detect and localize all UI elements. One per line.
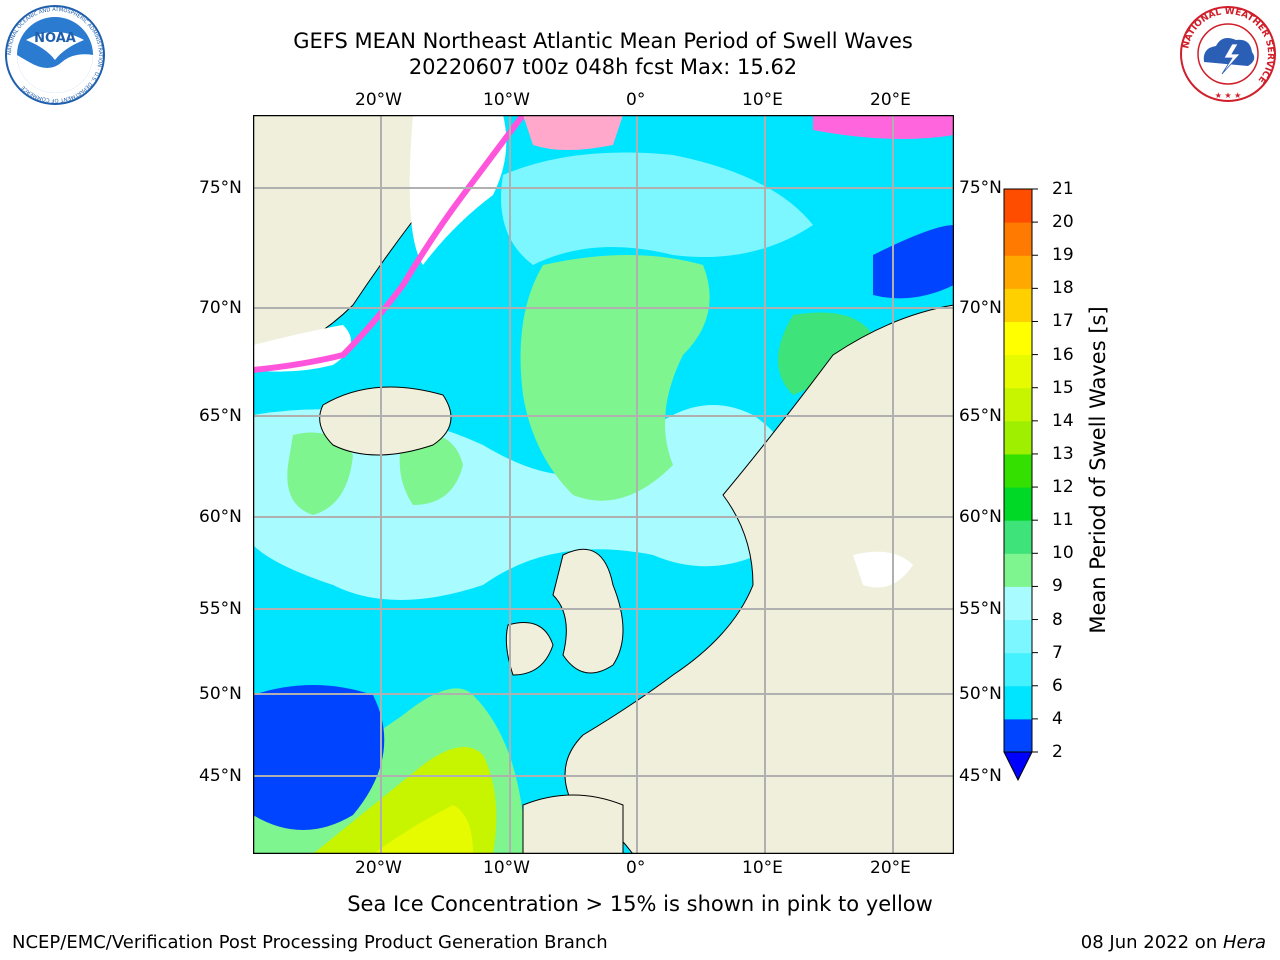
colorbar-swatch: [1004, 189, 1032, 223]
colorbar-swatch: [1004, 652, 1032, 687]
footer-host: Hera: [1222, 932, 1266, 953]
colorbar-swatch: [1004, 520, 1032, 554]
swell-7-8-north-region: [501, 152, 813, 265]
colorbar-tick-label: 13: [1052, 443, 1074, 464]
lat-label-left: 45°N: [199, 766, 242, 786]
colorbar-label: Mean Period of Swell Waves [s]: [1086, 306, 1110, 634]
lat-label-left: 65°N: [199, 406, 242, 426]
map-subtitle: 20220607 t00z 048h fcst Max: 15.62: [408, 55, 798, 79]
colorbar-ticks: [1032, 188, 1038, 753]
lat-label-right: 65°N: [959, 406, 1002, 426]
map-frame: [253, 115, 954, 854]
lat-label-right: 55°N: [959, 599, 1002, 619]
lon-label-bottom: 0°: [626, 858, 646, 878]
colorbar-swatch: [1004, 387, 1032, 422]
colorbar-tick-label: 16: [1052, 344, 1074, 365]
colorbar-swatch: [1004, 321, 1032, 356]
colorbar-swatch: [1004, 288, 1032, 322]
footer-date-text: 08 Jun 2022 on: [1080, 932, 1223, 953]
colorbar-swatch: [1004, 487, 1032, 521]
lat-label-left: 50°N: [199, 684, 242, 704]
lon-label-bottom: 20°W: [355, 858, 402, 878]
colorbar-tick-label: 6: [1052, 675, 1063, 696]
no-data-baltic: [853, 551, 913, 588]
colorbar-swatch: [1004, 255, 1032, 289]
colorbar-tick-label: 15: [1052, 377, 1074, 398]
colorbar-swatch: [1004, 685, 1032, 720]
lon-label-top: 10°E: [742, 90, 783, 110]
colorbar-swatch: [1004, 453, 1032, 488]
swell-10-norway-coast: [778, 312, 873, 395]
colorbar-tick-label: 20: [1052, 212, 1074, 233]
footer-date: 08 Jun 2022 on Hera: [1081, 932, 1266, 954]
swell-14-15-region: [373, 805, 473, 854]
sea-ice-edge: [253, 115, 526, 373]
swell-period-map: [253, 115, 954, 854]
lat-label-left: 70°N: [199, 298, 242, 318]
footer-credit: NCEP/EMC/Verification Post Processing Pr…: [12, 932, 608, 953]
colorbar: [1003, 188, 1038, 782]
colorbar-swatch: [1004, 553, 1032, 587]
sea-ice-note: Sea Ice Concentration > 15% is shown in …: [347, 892, 933, 916]
colorbar-swatch: [1004, 718, 1032, 753]
lat-label-right: 45°N: [959, 766, 1002, 786]
swell-9-11-norwegian-sea: [520, 255, 710, 501]
noaa-logo-text: NOAA: [34, 31, 76, 46]
colorbar-tick-label: 14: [1052, 410, 1074, 431]
land-ireland: [505, 622, 554, 676]
colorbar-tick-label: 17: [1052, 311, 1074, 332]
sea-ice-svalbard: [813, 115, 954, 139]
swell-9-11-south-iceland: [287, 432, 353, 515]
land-iceland: [319, 386, 452, 456]
land-scandinavia-europe: [564, 304, 954, 854]
map-title: GEFS MEAN Northeast Atlantic Mean Period…: [293, 29, 913, 53]
lon-label-top: 20°E: [870, 90, 911, 110]
land-iberia: [522, 794, 624, 854]
nws-logo: NATIONAL WEATHER SERVICE ★ ★ ★: [1180, 6, 1276, 102]
lat-label-right: 50°N: [959, 684, 1002, 704]
lat-label-left: 60°N: [199, 507, 242, 527]
lat-label-left: 55°N: [199, 599, 242, 619]
lat-label-right: 70°N: [959, 298, 1002, 318]
lon-label-top: 20°W: [355, 90, 402, 110]
lon-label-bottom: 10°E: [742, 858, 783, 878]
colorbar-swatch: [1004, 586, 1032, 621]
colorbar-tick-label: 11: [1052, 510, 1074, 531]
lon-label-top: 0°: [626, 90, 646, 110]
colorbar-tick-label: 18: [1052, 278, 1074, 299]
swell-9-11-faroe: [399, 433, 463, 505]
colorbar-tick-label: 4: [1052, 708, 1063, 729]
lon-label-bottom: 10°W: [483, 858, 530, 878]
sea-ice-north: [523, 115, 623, 150]
colorbar-extend-arrow: [1003, 751, 1033, 782]
colorbar-tick-label: 12: [1052, 477, 1074, 498]
colorbar-swatch: [1004, 420, 1032, 455]
lat-label-right: 75°N: [959, 178, 1002, 198]
lon-label-top: 10°W: [483, 90, 530, 110]
colorbar-frame: [1003, 188, 1033, 753]
colorbar-tick-label: 8: [1052, 609, 1063, 630]
graticule: [253, 115, 954, 854]
colorbar-tick-label: 21: [1052, 179, 1074, 199]
colorbar-swatch: [1004, 619, 1032, 654]
colorbar-tick-label: 19: [1052, 245, 1074, 266]
colorbar-tick-label: 9: [1052, 576, 1063, 597]
colorbar-tick-label: 7: [1052, 642, 1063, 663]
lat-label-left: 75°N: [199, 178, 242, 198]
nws-stars-icon: ★ ★ ★: [1215, 91, 1242, 100]
colorbar-tick-label: 2: [1052, 742, 1063, 762]
colorbar-swatch: [1004, 354, 1032, 389]
colorbar-tick-label: 10: [1052, 543, 1074, 564]
noaa-logo: NOAA NATIONAL OCEANIC AND ATMOSPHERIC AD…: [5, 5, 105, 105]
swell-2-4-west: [253, 685, 385, 830]
colorbar-swatches: [1004, 189, 1032, 753]
land-great-britain: [552, 548, 624, 674]
lon-label-bottom: 20°E: [870, 858, 911, 878]
no-data-fram-strait: [409, 115, 507, 265]
colorbar-swatch: [1004, 222, 1032, 256]
lat-label-right: 60°N: [959, 507, 1002, 527]
